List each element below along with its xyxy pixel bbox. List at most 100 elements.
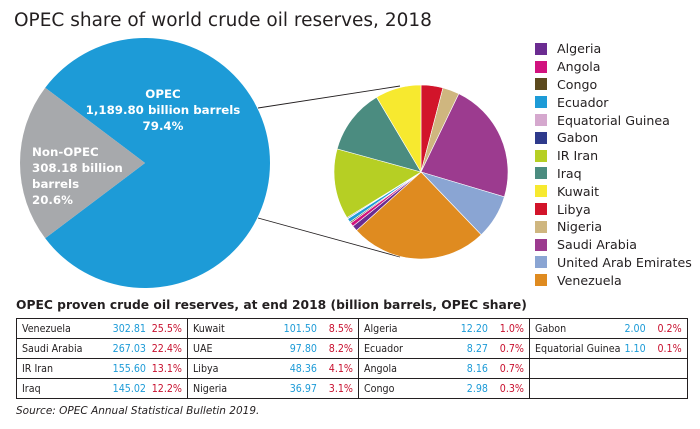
legend-label: Algeria <box>557 41 602 57</box>
pie-charts: OPEC 1,189.80 billion barrels 79.4% Non-OPE… <box>19 38 509 288</box>
legend-label: Equatorial Guinea <box>557 112 670 128</box>
legend-item-iraq: Iraq <box>535 165 692 183</box>
legend-swatch <box>535 274 547 287</box>
legend-item-nigeria: Nigeria <box>535 218 692 236</box>
slice-iraq <box>336 96 422 173</box>
legend-item-saudi-arabia: Saudi Arabia <box>535 236 692 254</box>
legend: Algeria Angola Congo Ecuador Equatorial Guin… <box>535 40 692 289</box>
table-cell: Kuwait 101.50 8.5% <box>187 318 359 339</box>
table-row: Venezuela 302.81 25.5% Kuwait 101.50 8.5% Alge… <box>16 318 688 339</box>
reserve-value: 12.20 <box>460 322 488 335</box>
legend-label: Ecuador <box>557 94 609 110</box>
opec-share: 0.7% <box>499 342 524 355</box>
legend-label: Libya <box>557 201 591 217</box>
legend-label: Angola <box>557 59 601 75</box>
table-cell: Nigeria 36.97 3.1% <box>187 378 359 399</box>
legend-item-united-arab-emirates: United Arab Emirates <box>535 254 692 272</box>
legend-item-kuwait: Kuwait <box>535 182 692 200</box>
legend-item-venezuela: Venezuela <box>535 271 692 289</box>
reserve-value: 101.50 <box>283 322 317 335</box>
table-cell: Ecuador 8.27 0.7% <box>358 338 530 359</box>
legend-swatch <box>535 185 547 198</box>
table-cell <box>529 378 688 399</box>
opec-share: 0.2% <box>657 322 682 335</box>
country-name: Gabon <box>535 322 567 335</box>
connector-line-bottom <box>257 217 401 258</box>
opec-share-pie: OPEC 1,189.80 billion barrels 79.4% Non-OPE… <box>19 38 270 288</box>
non-opec-slice-label: Non-OPEC 308.18 billion barrels 20.6% <box>32 145 123 207</box>
country-name: Iraq <box>22 382 41 395</box>
legend-swatch <box>535 60 547 73</box>
legend-label: IR Iran <box>557 148 599 164</box>
slice-non-opec <box>19 87 145 239</box>
table-cell <box>529 358 688 379</box>
country-name: Ecuador <box>364 342 403 355</box>
table-cell: IR Iran 155.60 13.1% <box>16 358 188 379</box>
country-name: Equatorial Guinea <box>535 342 621 355</box>
country-name: UAE <box>193 342 213 355</box>
legend-swatch <box>535 96 547 109</box>
opec-share: 3.1% <box>328 382 353 395</box>
table-row: IR Iran 155.60 13.1% Libya 48.36 4.1% Angola 8.… <box>16 358 688 379</box>
legend-item-gabon: Gabon <box>535 129 692 147</box>
legend-label: Saudi Arabia <box>557 237 637 253</box>
chart-title: OPEC share of world crude oil reserves, … <box>14 10 432 31</box>
legend-swatch <box>535 167 547 180</box>
country-name: Venezuela <box>22 322 71 335</box>
legend-item-ir-iran: IR Iran <box>535 147 692 165</box>
legend-item-congo: Congo <box>535 76 692 94</box>
reserves-table: Venezuela 302.81 25.5% Kuwait 101.50 8.5% Alge… <box>16 318 688 399</box>
legend-item-equatorial-guinea: Equatorial Guinea <box>535 111 692 129</box>
reserve-value: 2.00 <box>624 322 646 335</box>
table-cell: Saudi Arabia 267.03 22.4% <box>16 338 188 359</box>
opec-slice-label: OPEC 1,189.80 billion barrels 79.4% <box>86 87 241 133</box>
reserve-value: 8.16 <box>466 362 488 375</box>
country-name: Nigeria <box>193 382 228 395</box>
legend-swatch <box>535 256 547 269</box>
reserve-value: 267.03 <box>112 342 146 355</box>
legend-swatch <box>535 238 547 251</box>
opec-share: 8.2% <box>328 342 353 355</box>
country-name: Angola <box>364 362 397 375</box>
legend-item-algeria: Algeria <box>535 40 692 58</box>
legend-label: Venezuela <box>557 272 622 288</box>
table-cell: Congo 2.98 0.3% <box>358 378 530 399</box>
table-cell: Equatorial Guinea 1.10 0.1% <box>529 338 688 359</box>
opec-share: 22.4% <box>151 342 182 355</box>
slice-opec <box>45 38 270 288</box>
table-cell: Iraq 145.02 12.2% <box>16 378 188 399</box>
country-name: Saudi Arabia <box>22 342 83 355</box>
country-name: Congo <box>364 382 395 395</box>
opec-country-pie <box>333 84 509 260</box>
country-name: IR Iran <box>22 362 54 375</box>
legend-label: Gabon <box>557 130 599 146</box>
slice-saudi-arabia <box>420 93 509 198</box>
table-cell: Gabon 2.00 0.2% <box>529 318 688 339</box>
connector-line-top <box>257 85 401 109</box>
opec-share: 4.1% <box>328 362 353 375</box>
slice-venezuela <box>356 171 482 260</box>
slice-kuwait <box>376 84 422 174</box>
legend-swatch <box>535 131 547 144</box>
reserve-value: 155.60 <box>112 362 146 375</box>
country-name: Kuwait <box>193 322 225 335</box>
table-cell: UAE 97.80 8.2% <box>187 338 359 359</box>
table-row: Iraq 145.02 12.2% Nigeria 36.97 3.1% Congo 2.98… <box>16 378 688 399</box>
legend-label: Iraq <box>557 165 582 181</box>
opec-share: 25.5% <box>151 322 182 335</box>
legend-item-libya: Libya <box>535 200 692 218</box>
legend-label: Nigeria <box>557 219 603 235</box>
table-cell: Algeria 12.20 1.0% <box>358 318 530 339</box>
opec-share: 8.5% <box>328 322 353 335</box>
table-cell: Venezuela 302.81 25.5% <box>16 318 188 339</box>
legend-swatch <box>535 203 547 216</box>
opec-share: 13.1% <box>151 362 182 375</box>
reserve-value: 48.36 <box>289 362 317 375</box>
country-name: Libya <box>193 362 219 375</box>
table-row: Saudi Arabia 267.03 22.4% UAE 97.80 8.2% Ecuad… <box>16 338 688 359</box>
reserve-value: 2.98 <box>466 382 488 395</box>
table-title: OPEC proven crude oil reserves, at end 2… <box>16 298 527 312</box>
opec-share: 0.3% <box>499 382 524 395</box>
table-cell: Angola 8.16 0.7% <box>358 358 530 379</box>
opec-share: 0.1% <box>657 342 682 355</box>
